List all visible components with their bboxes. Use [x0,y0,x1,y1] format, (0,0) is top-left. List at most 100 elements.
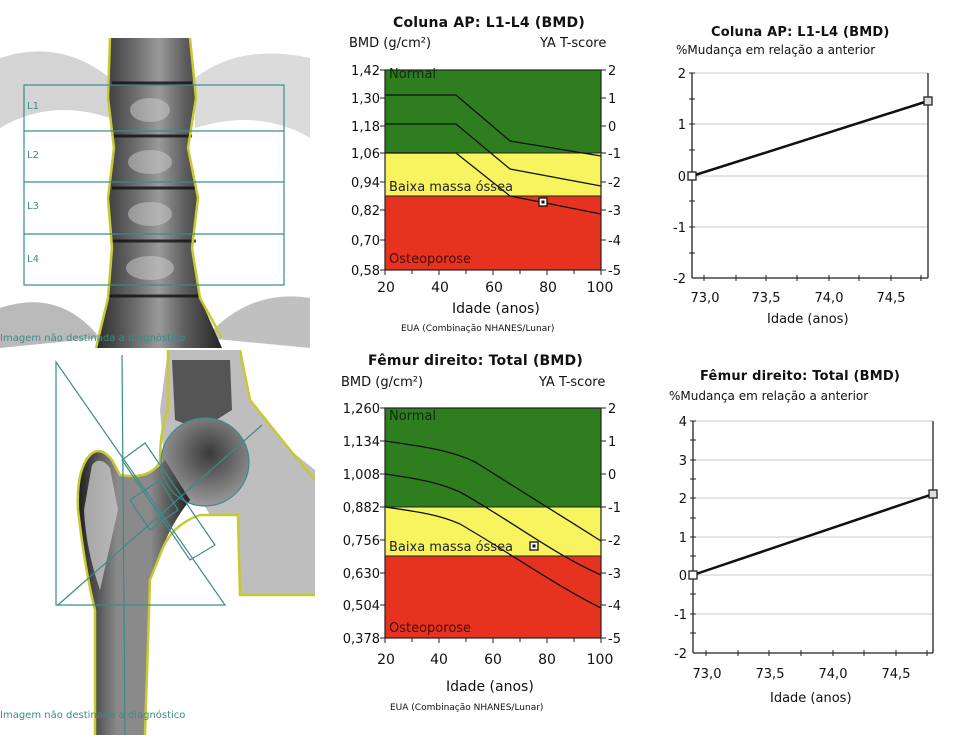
svg-text:-4: -4 [608,234,621,249]
svg-text:1,42: 1,42 [351,64,380,79]
spine-bmd-left-axis-label: BMD (g/cm²) [349,36,432,51]
femur-bmd-reference: EUA (Combinação NHANES/Lunar) [390,703,544,713]
svg-text:73,5: 73,5 [756,667,785,682]
svg-text:0,58: 0,58 [351,264,380,279]
region-label-l4: L4 [27,254,39,265]
zone-low-bone-mass [385,153,601,196]
svg-text:-3: -3 [608,567,621,582]
svg-text:0,378: 0,378 [343,632,380,647]
data-point [923,96,933,106]
spine-bmd-title: Coluna AP: L1-L4 (BMD) [393,15,585,31]
spine-zone-normal-label: Normal [389,67,437,82]
svg-text:1,30: 1,30 [351,92,380,107]
femur-bmd-x-axis-label: Idade (anos) [446,679,534,695]
svg-text:74,5: 74,5 [877,291,906,306]
spine-change-x-axis-label: Idade (anos) [767,312,849,327]
svg-text:1,008: 1,008 [343,468,380,483]
svg-text:4: 4 [679,415,687,430]
svg-text:20: 20 [377,280,395,296]
zone-low-bone-mass [385,507,601,556]
svg-text:-1: -1 [674,608,687,623]
svg-text:1,134: 1,134 [343,435,380,450]
region-label-l1: L1 [27,101,39,112]
curve-plus1sd [384,440,602,542]
svg-text:80: 80 [538,652,556,668]
svg-text:0: 0 [608,120,616,135]
femur-bmd-title: Fêmur direito: Total (BMD) [368,353,583,369]
svg-text:2: 2 [679,492,687,507]
svg-text:-2: -2 [673,272,686,287]
svg-text:0,756: 0,756 [343,534,380,549]
svg-text:74,5: 74,5 [882,667,911,682]
svg-text:0: 0 [608,468,616,483]
femur-zone-low-label: Baixa massa óssea [389,540,514,555]
femur-zone-osteo-label: Osteoporose [389,621,472,636]
svg-text:60: 60 [485,280,503,296]
svg-text:1: 1 [678,118,686,133]
region-label-l3: L3 [27,201,39,212]
femur-bmd-chart: 1,260 1,134 1,008 0,882 0,756 0,630 0,504 0,… [343,402,621,668]
svg-text:40: 40 [430,652,448,668]
change-line [692,492,934,577]
bone-outline-right [186,38,224,339]
svg-text:0,882: 0,882 [343,501,380,516]
svg-text:-5: -5 [608,632,621,647]
curve-mean [384,473,602,576]
svg-text:2: 2 [678,67,686,82]
svg-text:-5: -5 [608,264,621,279]
svg-text:0,70: 0,70 [351,234,380,249]
spine-watermark: Imagem não destinada a diagnóstico [0,333,186,344]
femur-change-subtitle: %Mudança em relação a anterior [669,389,869,403]
svg-text:40: 40 [431,280,449,296]
svg-text:80: 80 [539,280,557,296]
spine-zone-low-label: Baixa massa óssea [389,180,514,195]
svg-text:73,5: 73,5 [752,291,781,306]
spine-scan-graphic [0,38,310,348]
svg-text:1: 1 [608,435,616,450]
svg-text:1: 1 [608,92,616,107]
bone-outline-left [94,38,116,348]
data-point [928,489,938,499]
curve-plus1sd [385,94,602,157]
zone-osteoporosis [385,556,601,638]
svg-text:0,630: 0,630 [343,567,380,582]
svg-text:3: 3 [679,454,687,469]
femur-change-chart: 4 3 2 1 0 -1 -2 73,0 73,5 74,0 74,5 [674,415,938,682]
spine-scan-image: L1 L2 L3 L4 Imagem não destinada a diagn… [0,38,310,348]
femur-watermark: Imagem não destinada a diagnóstico [0,710,186,721]
spine-change-chart: 2 1 0 -1 -2 73,0 73,5 74,0 74,5 [673,67,933,306]
svg-text:73,0: 73,0 [693,667,722,682]
zone-normal [385,408,601,507]
svg-text:74,0: 74,0 [819,667,848,682]
femur-scan-graphic [0,350,315,735]
svg-text:20: 20 [377,652,395,668]
svg-text:100: 100 [587,280,614,296]
change-line [691,99,929,178]
svg-text:0: 0 [679,569,687,584]
svg-text:0,94: 0,94 [351,176,380,191]
spine-bmd-x-axis-label: Idade (anos) [452,301,540,317]
svg-text:73,0: 73,0 [691,291,720,306]
data-point [688,570,698,580]
svg-text:0,504: 0,504 [343,599,380,614]
spine-change-subtitle: %Mudança em relação a anterior [676,43,876,57]
femur-bmd-right-axis-label: YA T-score [539,375,606,390]
spine-zone-osteo-label: Osteoporose [389,252,472,267]
svg-text:1: 1 [679,531,687,546]
femur-change-x-axis-label: Idade (anos) [770,691,852,706]
svg-text:1,260: 1,260 [343,402,380,417]
femur-bmd-left-axis-label: BMD (g/cm²) [341,375,424,390]
spine-change-title: Coluna AP: L1-L4 (BMD) [711,25,890,40]
svg-text:0,82: 0,82 [351,204,380,219]
svg-text:-4: -4 [608,599,621,614]
femur-scan-image: Imagem não destinada a diagnóstico [0,350,315,735]
femur-change-title: Fêmur direito: Total (BMD) [700,369,900,384]
curve-minus1sd [385,152,602,215]
curve-mean [385,123,602,187]
svg-text:-2: -2 [608,176,621,191]
spine-bmd-right-axis-label: YA T-score [540,36,607,51]
data-point [687,171,697,181]
svg-text:-1: -1 [673,221,686,236]
svg-text:-3: -3 [608,204,621,219]
femur-zone-normal-label: Normal [389,409,437,424]
